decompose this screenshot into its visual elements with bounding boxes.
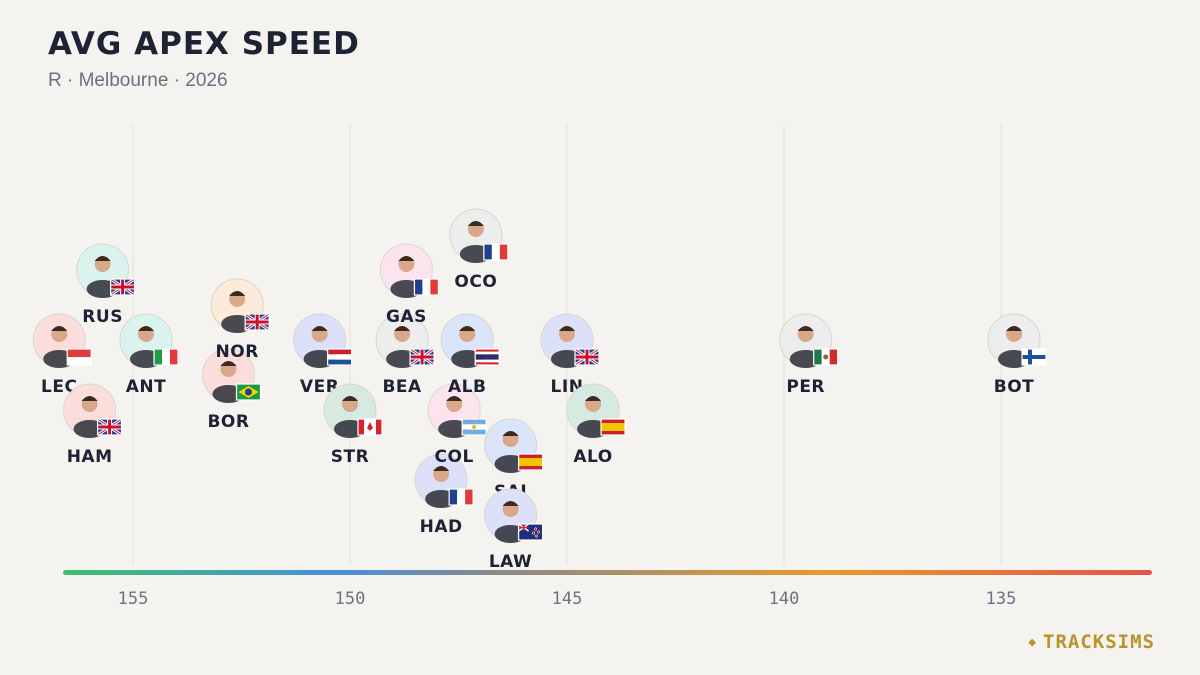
driver-point-alb[interactable]: ALB	[440, 313, 500, 397]
color-scale-bar	[63, 570, 1152, 575]
driver-hair-icon	[797, 326, 814, 331]
brand-name: TRACKSIMS	[1043, 631, 1155, 653]
driver-hair-icon	[51, 326, 68, 331]
newzealand-flag-icon	[517, 523, 544, 541]
mexico-flag-icon	[813, 348, 839, 366]
driver-hair-icon	[394, 326, 411, 331]
brand-logo[interactable]: ◆ TRACKSIMS	[1028, 631, 1155, 653]
driver-point-bor[interactable]: BOR	[201, 348, 262, 432]
driver-hair-icon	[311, 326, 328, 331]
driver-label: ALB	[448, 377, 486, 397]
chart-subtitle: R · Melbourne · 2026	[48, 70, 228, 91]
driver-hair-icon	[459, 326, 476, 331]
driver-label: HAD	[420, 517, 463, 537]
driver-point-ant[interactable]: ANT	[119, 313, 179, 397]
driver-label: STR	[331, 447, 369, 467]
france-flag-icon	[448, 488, 474, 506]
driver-hair-icon	[342, 396, 358, 401]
driver-hair-icon	[220, 361, 237, 366]
driver-point-col[interactable]: COL	[427, 383, 487, 467]
driver-point-ver[interactable]: VER	[293, 313, 353, 397]
driver-hair-icon	[229, 291, 246, 296]
france-flag-icon	[483, 243, 509, 261]
driver-hair-icon	[433, 466, 450, 471]
monaco-flag-icon	[66, 348, 92, 366]
driver-point-alo[interactable]: ALO	[566, 383, 626, 467]
driver-label: RUS	[82, 307, 123, 327]
x-tick-label-155: 155	[118, 589, 149, 609]
driver-point-had[interactable]: HAD	[414, 453, 474, 537]
driver-hair-icon	[81, 396, 98, 401]
gb-flag-icon	[409, 347, 435, 367]
driver-hair-icon	[559, 326, 575, 331]
driver-label: LEC	[41, 377, 77, 397]
gb-flag-icon	[574, 347, 600, 367]
driver-hair-icon	[1006, 326, 1023, 331]
x-tick-label-145: 145	[552, 589, 583, 609]
argentina-flag-icon	[461, 418, 487, 436]
canada-flag-icon	[357, 418, 383, 436]
driver-label: OCO	[454, 272, 497, 292]
driver-hair-icon	[446, 396, 463, 401]
gb-flag-icon	[96, 417, 123, 437]
driver-hair-icon	[94, 256, 111, 261]
driver-hair-icon	[585, 396, 602, 401]
driver-point-lin[interactable]: LIN	[540, 313, 600, 397]
driver-label: BOR	[207, 412, 249, 432]
driver-label: COL	[435, 447, 474, 467]
france-flag-icon	[413, 278, 440, 296]
x-tick-label-135: 135	[986, 589, 1017, 609]
driver-label: BEA	[382, 377, 422, 397]
driver-label: LAW	[489, 552, 532, 572]
driver-label: VER	[300, 377, 339, 397]
driver-point-bot[interactable]: BOT	[987, 313, 1047, 397]
driver-point-str[interactable]: STR	[323, 383, 383, 467]
italy-flag-icon	[153, 348, 179, 366]
driver-point-ham[interactable]: HAM	[63, 383, 123, 467]
brazil-flag-icon	[235, 383, 262, 401]
finland-flag-icon	[1021, 348, 1047, 366]
driver-label: BOT	[994, 377, 1035, 397]
driver-label: ANT	[126, 377, 166, 397]
driver-label: HAM	[67, 447, 113, 467]
driver-hair-icon	[502, 431, 519, 436]
driver-hair-icon	[502, 501, 519, 506]
spain-flag-icon	[517, 453, 544, 471]
driver-point-per[interactable]: PER	[779, 313, 839, 397]
driver-hair-icon	[398, 256, 415, 261]
driver-label: GAS	[386, 307, 427, 327]
driver-hair-icon	[467, 221, 484, 226]
diamond-icon: ◆	[1028, 635, 1038, 650]
x-tick-label-140: 140	[769, 589, 800, 609]
netherlands-flag-icon	[327, 348, 353, 366]
driver-point-oco[interactable]: OCO	[449, 208, 509, 292]
driver-point-law[interactable]: LAW	[484, 488, 544, 572]
driver-point-lec[interactable]: LEC	[32, 313, 92, 397]
driver-label: ALO	[573, 447, 612, 467]
chart-title: AVG APEX SPEED	[48, 26, 360, 62]
driver-hair-icon	[138, 326, 155, 331]
driver-point-bea[interactable]: BEA	[375, 313, 435, 397]
gb-flag-icon	[109, 277, 136, 297]
thailand-flag-icon	[474, 348, 500, 366]
driver-label: NOR	[216, 342, 259, 362]
gb-flag-icon	[244, 312, 270, 332]
x-tick-label-150: 150	[335, 589, 366, 609]
driver-point-nor[interactable]: NOR	[210, 278, 270, 362]
spain-flag-icon	[600, 418, 626, 436]
driver-label: PER	[786, 377, 825, 397]
driver-point-rus[interactable]: RUS	[76, 243, 136, 327]
driver-point-gas[interactable]: GAS	[379, 243, 440, 327]
